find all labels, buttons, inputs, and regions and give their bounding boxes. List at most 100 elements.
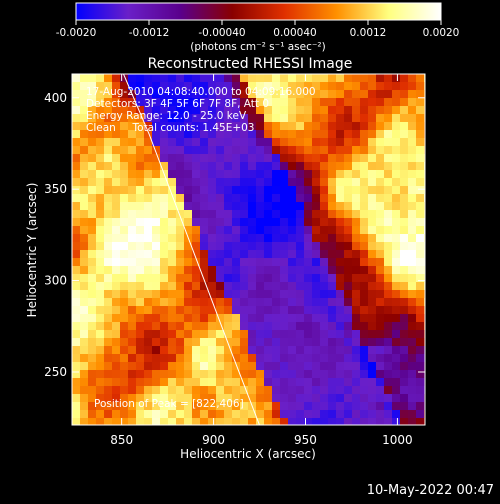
- heatmap-cell: [272, 266, 281, 275]
- heatmap-cell: [152, 258, 161, 267]
- heatmap-cell: [128, 362, 137, 371]
- heatmap-cell: [328, 114, 337, 123]
- heatmap-cell: [136, 234, 145, 243]
- heatmap-cell: [128, 130, 137, 139]
- heatmap-cell: [192, 314, 201, 323]
- heatmap-cell: [328, 98, 337, 107]
- heatmap-cell: [200, 186, 209, 195]
- heatmap-cell: [288, 194, 297, 203]
- heatmap-cell: [256, 114, 265, 123]
- heatmap-cell: [192, 290, 201, 299]
- heatmap-cell: [304, 330, 313, 339]
- heatmap-cell: [336, 298, 345, 307]
- heatmap-cell: [144, 322, 153, 331]
- heatmap-cell: [320, 378, 329, 387]
- heatmap-cell: [296, 130, 305, 139]
- heatmap-cell: [104, 202, 113, 211]
- heatmap-cell: [344, 330, 353, 339]
- heatmap-cell: [160, 314, 169, 323]
- heatmap-cell: [184, 322, 193, 331]
- heatmap-cell: [312, 82, 321, 91]
- heatmap-cell: [352, 418, 361, 425]
- heatmap-cell: [104, 106, 113, 115]
- heatmap-cell: [296, 394, 305, 403]
- heatmap-cell: [320, 370, 329, 379]
- heatmap-cell: [272, 402, 281, 411]
- heatmap-cell: [376, 418, 385, 425]
- heatmap-cell: [344, 202, 353, 211]
- heatmap-cell: [264, 218, 273, 227]
- heatmap-cell: [96, 274, 105, 283]
- heatmap-cell: [264, 98, 273, 107]
- heatmap-cell: [72, 322, 81, 331]
- heatmap-cell: [144, 402, 153, 411]
- heatmap-cell: [312, 242, 321, 251]
- heatmap-cell: [264, 210, 273, 219]
- heatmap-cell: [88, 322, 97, 331]
- heatmap-cell: [80, 186, 89, 195]
- heatmap-cell: [408, 370, 417, 379]
- heatmap-cell: [368, 354, 377, 363]
- heatmap-cell: [328, 378, 337, 387]
- heatmap-cell: [312, 306, 321, 315]
- heatmap-cell: [240, 314, 249, 323]
- heatmap-cell: [320, 410, 329, 419]
- heatmap-cell: [240, 378, 249, 387]
- heatmap-cell: [368, 130, 377, 139]
- heatmap-cell: [264, 402, 273, 411]
- heatmap-cell: [280, 234, 289, 243]
- heatmap-cell: [192, 410, 201, 419]
- heatmap-cell: [360, 146, 369, 155]
- heatmap-cell: [160, 98, 169, 107]
- heatmap-cell: [192, 178, 201, 187]
- heatmap-cell: [336, 202, 345, 211]
- heatmap-cell: [304, 274, 313, 283]
- heatmap-cell: [384, 330, 393, 339]
- heatmap-cell: [392, 378, 401, 387]
- heatmap-cell: [232, 82, 241, 91]
- heatmap-cell: [160, 114, 169, 123]
- heatmap-cell: [304, 258, 313, 267]
- heatmap-cell: [392, 274, 401, 283]
- heatmap-cell: [168, 226, 177, 235]
- heatmap-cell: [112, 178, 121, 187]
- heatmap-cell: [296, 170, 305, 179]
- heatmap-cell: [272, 346, 281, 355]
- heatmap-cell: [344, 170, 353, 179]
- heatmap-cell: [104, 170, 113, 179]
- heatmap-cell: [184, 154, 193, 163]
- heatmap-cell: [224, 114, 233, 123]
- heatmap-cell: [328, 122, 337, 131]
- heatmap-cell: [112, 162, 121, 171]
- heatmap-cell: [360, 114, 369, 123]
- heatmap-cell: [200, 74, 209, 83]
- heatmap-cell: [96, 138, 105, 147]
- chart-title: Reconstructed RHESSI Image: [148, 56, 353, 72]
- heatmap-cell: [224, 234, 233, 243]
- heatmap-cell: [160, 242, 169, 251]
- heatmap-cell: [328, 330, 337, 339]
- heatmap-cell: [240, 250, 249, 259]
- heatmap-cell: [312, 178, 321, 187]
- heatmap-cell: [232, 306, 241, 315]
- heatmap-cell: [168, 282, 177, 291]
- heatmap-cell: [200, 410, 209, 419]
- heatmap-cell: [352, 274, 361, 283]
- heatmap-cell: [208, 370, 217, 379]
- heatmap-cell: [360, 242, 369, 251]
- heatmap-cell: [288, 170, 297, 179]
- heatmap-cell: [216, 362, 225, 371]
- heatmap-cell: [288, 218, 297, 227]
- heatmap-cell: [304, 170, 313, 179]
- heatmap-cell: [360, 154, 369, 163]
- heatmap-cell: [160, 258, 169, 267]
- heatmap-cell: [216, 226, 225, 235]
- heatmap-cell: [320, 362, 329, 371]
- heatmap-cell: [176, 386, 185, 395]
- annotation-clean-counts: Clean Total counts: 1.45E+03: [86, 122, 255, 134]
- heatmap-cell: [152, 354, 161, 363]
- heatmap-cell: [408, 178, 417, 187]
- heatmap-cell: [288, 266, 297, 275]
- heatmap-cell: [384, 162, 393, 171]
- heatmap-cell: [328, 210, 337, 219]
